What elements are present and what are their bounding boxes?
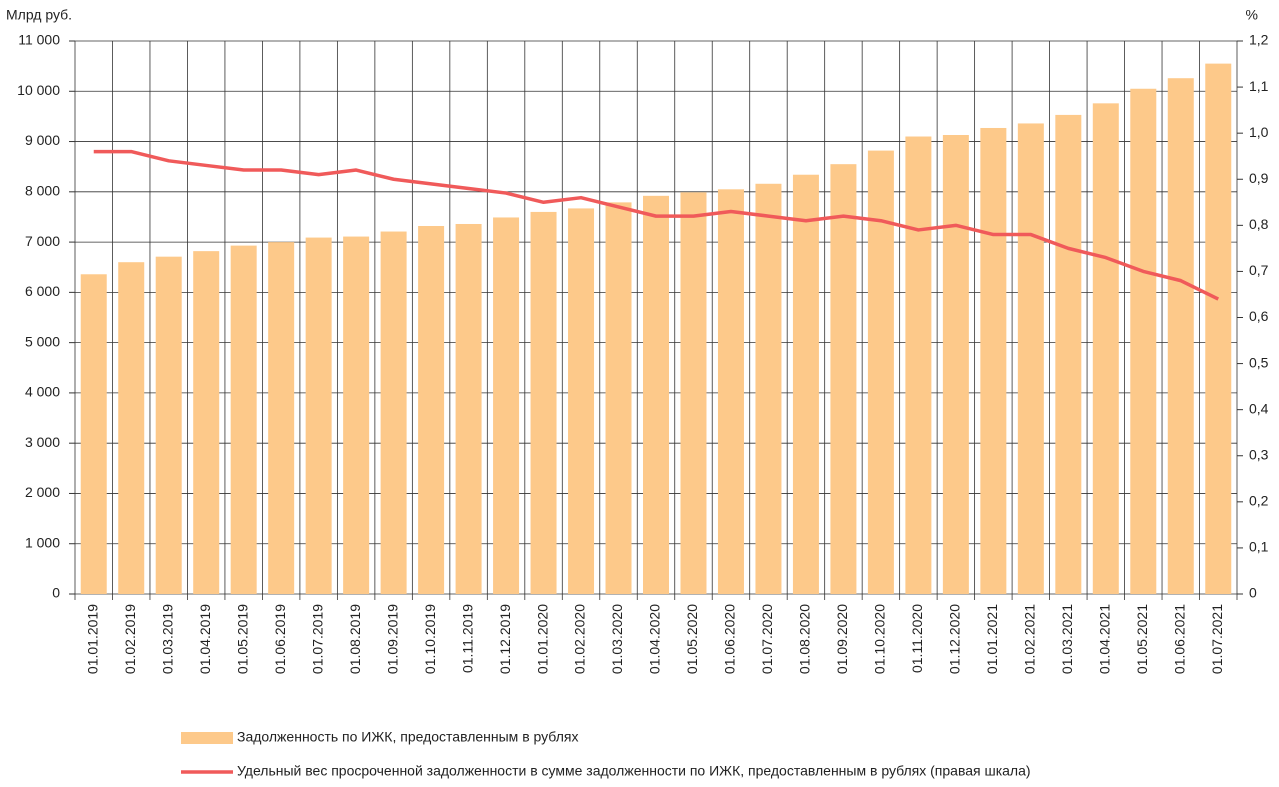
- x-tick-label: 01.01.2020: [534, 604, 550, 674]
- legend-label: Задолженность по ИЖК, предоставленным в …: [237, 729, 578, 745]
- y-tick-label: 3 000: [25, 434, 60, 450]
- x-tick-label: 01.11.2020: [909, 604, 925, 673]
- x-tick-label: 01.04.2020: [647, 604, 663, 674]
- bar: [605, 202, 632, 594]
- x-tick-label: 01.02.2020: [572, 604, 588, 674]
- bar: [568, 208, 595, 594]
- x-tick-label: 01.10.2019: [422, 604, 438, 674]
- bar: [830, 164, 857, 594]
- bar: [493, 217, 520, 594]
- y2-tick-label: 0,9: [1249, 170, 1269, 186]
- x-tick-label: 01.03.2019: [159, 604, 175, 674]
- x-tick-label: 01.03.2020: [609, 604, 625, 674]
- bar: [792, 174, 819, 594]
- bar: [942, 135, 969, 594]
- bar: [343, 236, 370, 594]
- x-tick-label: 01.06.2021: [1171, 604, 1187, 674]
- x-tick-label: 01.05.2019: [234, 604, 250, 674]
- y2-tick-label: 0,3: [1249, 446, 1269, 462]
- bar: [193, 251, 220, 594]
- bar: [905, 136, 932, 594]
- y2-tick-label: 1,0: [1249, 124, 1269, 140]
- y2-tick-label: 0,2: [1249, 493, 1269, 509]
- x-tick-label: 01.01.2021: [984, 604, 1000, 674]
- x-tick-label: 01.12.2019: [497, 604, 513, 674]
- bar: [867, 150, 894, 594]
- y-tick-label: 8 000: [25, 183, 60, 199]
- legend-label: Удельный вес просроченной задолженности …: [237, 763, 1031, 779]
- y2-tick-label: 1,2: [1249, 32, 1269, 48]
- x-tick-label: 01.03.2021: [1059, 604, 1075, 674]
- x-tick-label: 01.12.2020: [947, 604, 963, 674]
- y-tick-label: 0: [52, 585, 60, 601]
- y-tick-label: 6 000: [25, 283, 60, 299]
- bar: [1130, 88, 1157, 594]
- y-tick-label: 11 000: [18, 32, 60, 48]
- bar: [643, 195, 669, 594]
- x-tick-label: 01.08.2020: [797, 604, 813, 674]
- x-tick-label: 01.11.2019: [459, 604, 475, 673]
- x-tick-label: 01.06.2019: [272, 604, 288, 674]
- y2-tick-label: 0,6: [1249, 308, 1269, 324]
- y2-tick-label: 0,8: [1249, 216, 1269, 232]
- bar: [155, 256, 182, 594]
- x-tick-label: 01.02.2021: [1022, 604, 1038, 674]
- bar: [755, 183, 782, 595]
- x-tick-label: 01.08.2019: [347, 604, 363, 674]
- x-tick-label: 01.07.2021: [1209, 604, 1225, 674]
- x-tick-label: 01.05.2020: [684, 604, 700, 674]
- bar: [418, 226, 445, 594]
- bar: [980, 127, 1007, 595]
- y-tick-label: 7 000: [25, 233, 60, 249]
- bar: [305, 237, 332, 595]
- y-tick-label: 1 000: [25, 534, 60, 550]
- x-tick-label: 01.09.2020: [834, 604, 850, 674]
- x-tick-label: 01.05.2021: [1134, 604, 1150, 674]
- x-tick-label: 01.04.2019: [197, 604, 213, 674]
- y-tick-label: 2 000: [25, 484, 60, 500]
- y2-tick-label: 0: [1249, 585, 1257, 601]
- y2-tick-label: 0,7: [1249, 262, 1269, 278]
- x-tick-label: 01.02.2019: [122, 604, 138, 674]
- bar: [680, 192, 707, 594]
- x-tick-label: 01.10.2020: [872, 604, 888, 674]
- bar: [530, 211, 557, 594]
- x-tick-label: 01.06.2020: [722, 604, 738, 674]
- y-tick-label: 10 000: [17, 82, 60, 98]
- y-tick-label: 4 000: [25, 384, 60, 400]
- legend-swatch: [181, 732, 233, 744]
- x-tick-label: 01.07.2020: [759, 604, 775, 674]
- y-tick-label: 5 000: [25, 333, 60, 349]
- x-tick-label: 01.09.2019: [384, 604, 400, 674]
- bar: [1055, 114, 1082, 594]
- bar: [1167, 78, 1194, 594]
- y2-tick-label: 1,1: [1249, 78, 1269, 94]
- bar: [717, 189, 744, 594]
- bar: [455, 223, 482, 594]
- line: [93, 149, 1220, 301]
- y-axis-title: Млрд руб.: [6, 7, 72, 23]
- bar: [80, 274, 107, 594]
- bar: [380, 231, 407, 594]
- y2-tick-label: 0,1: [1249, 539, 1269, 555]
- bar: [1092, 103, 1119, 594]
- x-tick-label: 01.04.2021: [1097, 604, 1113, 674]
- bar: [1017, 123, 1044, 595]
- x-tick-label: 01.07.2019: [309, 604, 325, 674]
- y2-axis-title: %: [1246, 7, 1258, 23]
- x-tick-label: 01.01.2019: [84, 604, 100, 674]
- y2-tick-label: 0,5: [1249, 354, 1269, 370]
- bar: [118, 262, 145, 594]
- bar: [1205, 63, 1232, 594]
- y2-tick-label: 0,4: [1249, 400, 1269, 416]
- y-tick-label: 9 000: [25, 132, 60, 148]
- bar: [268, 242, 295, 594]
- bar: [230, 245, 257, 595]
